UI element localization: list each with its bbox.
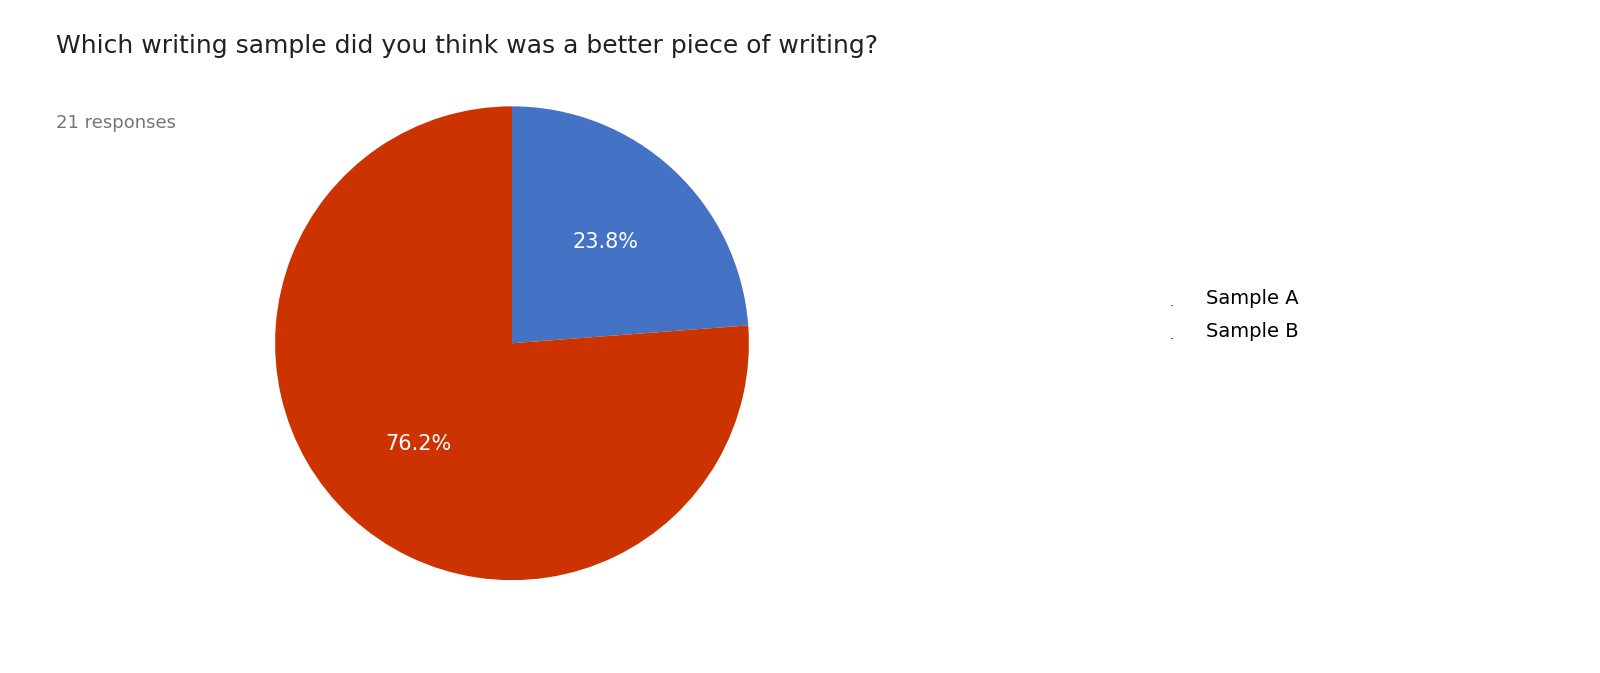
Legend: Sample A, Sample B: Sample A, Sample B — [1162, 279, 1309, 351]
Text: 23.8%: 23.8% — [573, 232, 638, 252]
Wedge shape — [512, 106, 749, 343]
Text: Which writing sample did you think was a better piece of writing?: Which writing sample did you think was a… — [56, 34, 878, 58]
Wedge shape — [275, 106, 749, 580]
Text: 76.2%: 76.2% — [386, 434, 451, 454]
Text: 21 responses: 21 responses — [56, 114, 176, 133]
